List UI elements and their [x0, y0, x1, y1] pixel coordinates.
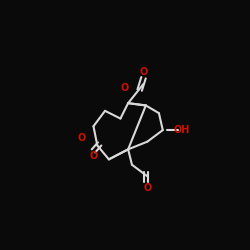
- Text: O: O: [89, 150, 98, 160]
- Text: O: O: [78, 133, 86, 143]
- Text: O: O: [120, 83, 128, 93]
- Text: O: O: [143, 183, 152, 193]
- Text: OH: OH: [174, 125, 190, 135]
- Text: O: O: [140, 67, 148, 77]
